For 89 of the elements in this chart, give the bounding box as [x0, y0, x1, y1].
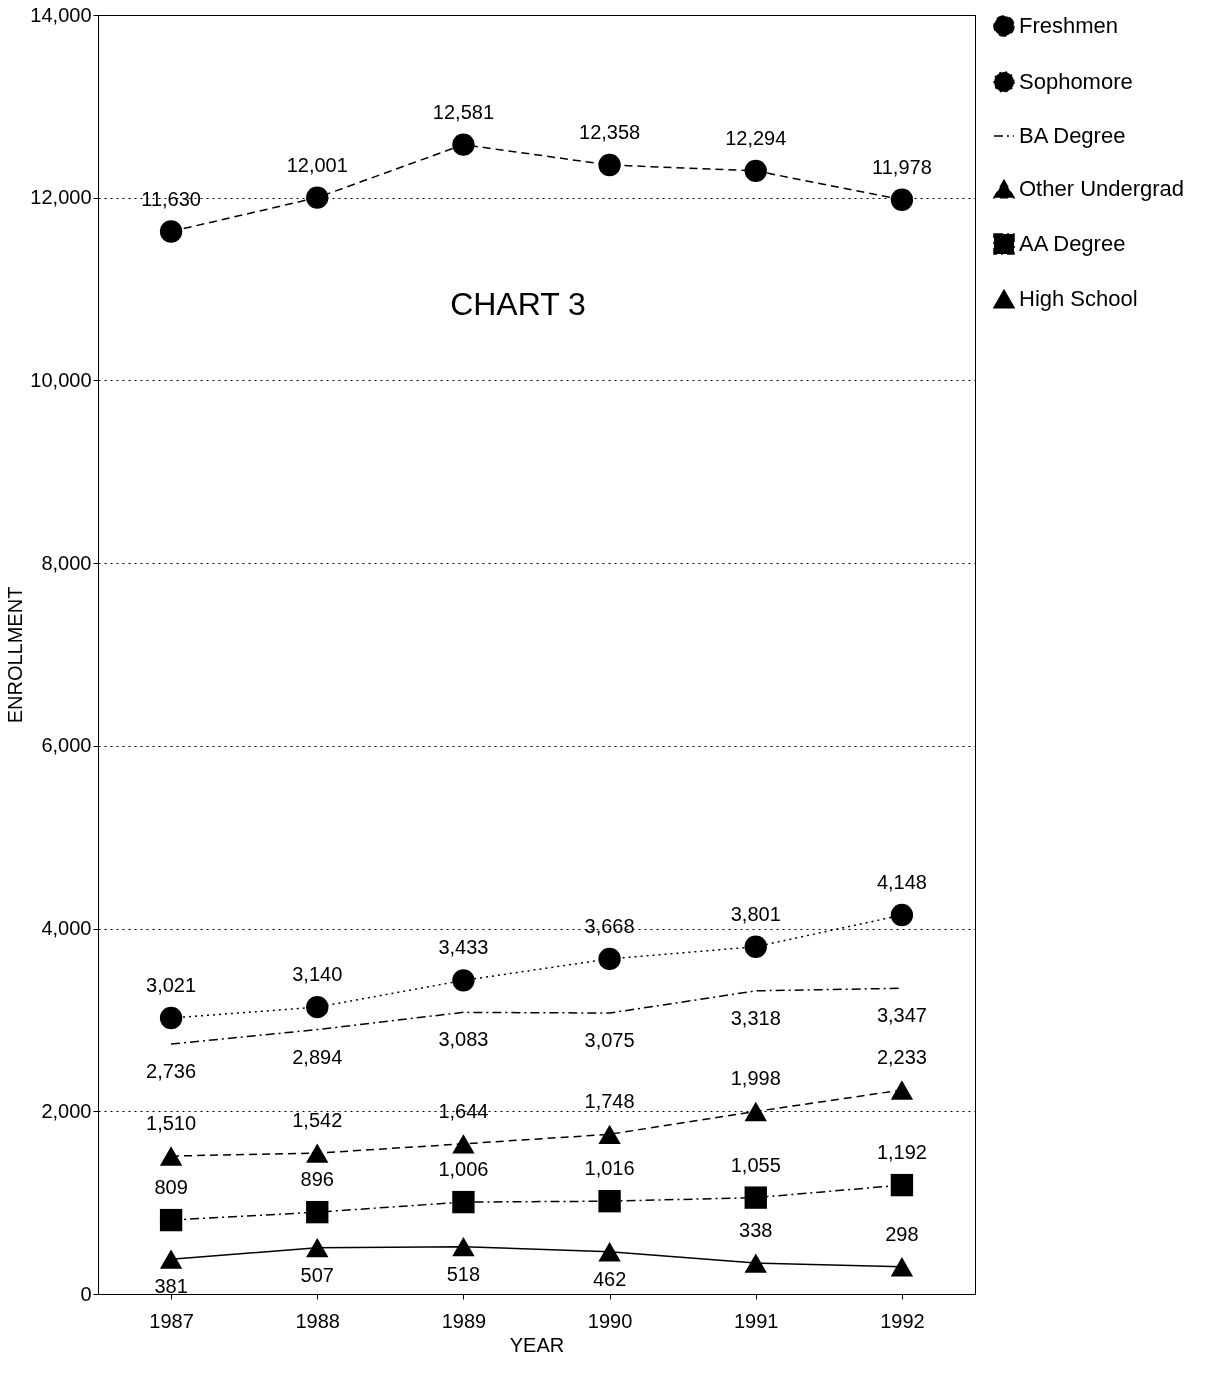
point	[744, 1101, 767, 1122]
point	[598, 1124, 621, 1144]
x-tick-label: 1992	[880, 1309, 925, 1332]
y-tick-label: 0	[80, 1282, 92, 1305]
x-axis-title: YEAR	[509, 1333, 565, 1356]
data-label: 381	[154, 1275, 188, 1298]
data-label: 1,998	[730, 1067, 781, 1090]
y-tick-label: 10,000	[30, 368, 92, 391]
point	[452, 1237, 475, 1257]
data-label: 518	[446, 1262, 481, 1285]
data-label: 1,644	[438, 1099, 489, 1122]
data-label: 3,801	[730, 902, 781, 925]
x-tick-label: 1991	[734, 1309, 779, 1332]
legend-label: BA Degree	[1019, 123, 1126, 148]
data-label: 3,140	[292, 963, 343, 986]
point	[890, 1173, 914, 1197]
y-tick-label: 2,000	[41, 1099, 92, 1122]
data-label: 2,233	[876, 1046, 927, 1068]
point	[890, 188, 914, 211]
point	[598, 947, 621, 971]
point	[306, 186, 329, 209]
point	[306, 1238, 329, 1258]
x-tick-label: 1989	[441, 1309, 487, 1332]
data-label: 12,001	[286, 153, 348, 176]
data-label: 1,542	[292, 1109, 343, 1132]
data-label: 3,318	[730, 1006, 781, 1029]
point	[452, 133, 475, 156]
y-tick-label: 6,000	[41, 734, 92, 757]
point	[744, 935, 767, 958]
point	[452, 1190, 475, 1214]
text: CHART 3	[450, 286, 586, 322]
data-label: 507	[300, 1263, 334, 1286]
point	[598, 1190, 621, 1213]
point	[159, 1146, 183, 1166]
point	[890, 1257, 914, 1277]
data-label: 298	[885, 1222, 919, 1245]
data-label: 1,055	[730, 1153, 781, 1176]
data-label: 3,075	[584, 1029, 635, 1052]
point	[159, 1208, 183, 1232]
data-label: 1,748	[584, 1090, 635, 1113]
data-label: 3,347	[876, 1004, 927, 1027]
x-tick-label: 1990	[587, 1309, 633, 1332]
point	[598, 1242, 621, 1262]
data-label: 4,148	[876, 871, 927, 894]
data-label: 1,510	[146, 1112, 197, 1135]
point	[159, 220, 183, 243]
point	[744, 1253, 767, 1273]
point	[598, 153, 621, 177]
x-tick-label: 1988	[295, 1309, 340, 1332]
y-tick-label: 12,000	[30, 186, 92, 209]
point	[890, 1080, 914, 1100]
data-label: 1,016	[584, 1157, 635, 1180]
point	[744, 1186, 767, 1209]
data-label: 2,894	[292, 1045, 343, 1068]
x-tick-label: 1987	[149, 1309, 194, 1332]
data-label: 12,294	[725, 126, 787, 149]
legend-label: Sophomore	[1019, 69, 1133, 94]
y-tick-label: 4,000	[41, 917, 92, 940]
point	[306, 1143, 329, 1163]
data-label: 3,668	[584, 914, 635, 937]
data-label: 3,083	[438, 1028, 489, 1051]
point	[159, 1006, 183, 1030]
data-label: 896	[300, 1168, 334, 1191]
data-label: 1,192	[876, 1141, 927, 1164]
legend-label: AA Degree	[1019, 231, 1126, 256]
point	[306, 1200, 329, 1224]
y-tick-label: 14,000	[30, 3, 92, 26]
data-label: 3,021	[146, 974, 197, 997]
data-label: 338	[739, 1219, 773, 1242]
legend-label: Freshmen	[1019, 13, 1119, 38]
data-label: 809	[154, 1176, 188, 1199]
point	[890, 903, 914, 927]
point	[452, 1134, 475, 1154]
data-label: 11,978	[872, 155, 932, 178]
data-label: 12,358	[579, 121, 641, 144]
legend-label: Other Undergrad	[1019, 176, 1185, 201]
data-label: 2,736	[146, 1060, 197, 1083]
data-label: 1,006	[438, 1158, 489, 1181]
y-axis-title: ENROLLMENT	[4, 586, 27, 724]
data-label: 3,433	[438, 936, 489, 959]
data-label: 12,581	[432, 100, 494, 123]
point	[159, 1249, 183, 1269]
legend-label: High School	[1019, 286, 1138, 311]
point	[306, 995, 329, 1019]
data-label: 462	[592, 1267, 627, 1290]
point	[744, 159, 767, 183]
y-tick-label: 8,000	[41, 551, 92, 574]
data-label: 11,630	[141, 187, 201, 210]
point	[452, 969, 475, 992]
